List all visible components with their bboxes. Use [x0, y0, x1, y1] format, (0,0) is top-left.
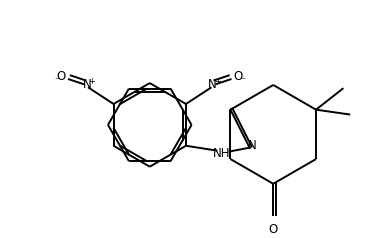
Text: +: +	[88, 77, 95, 86]
Text: ⁻: ⁻	[54, 76, 59, 86]
Text: NH: NH	[213, 147, 231, 160]
Text: O: O	[234, 70, 243, 83]
Text: ⁻: ⁻	[240, 76, 246, 86]
Text: N: N	[248, 139, 257, 152]
Text: N: N	[208, 79, 217, 91]
Text: O: O	[57, 70, 66, 83]
Text: +: +	[214, 77, 221, 86]
Text: O: O	[269, 223, 278, 236]
Text: N: N	[83, 79, 92, 91]
